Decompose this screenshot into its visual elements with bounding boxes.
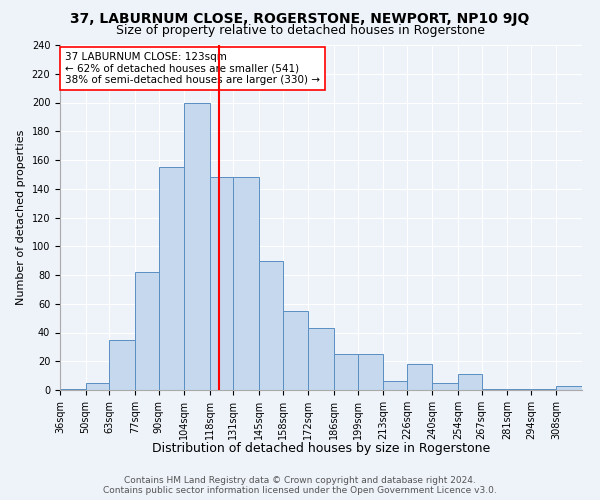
Bar <box>407 364 433 390</box>
Bar <box>158 167 184 390</box>
Bar <box>60 388 86 390</box>
Bar <box>283 311 308 390</box>
Bar <box>308 328 334 390</box>
Text: Contains HM Land Registry data © Crown copyright and database right 2024.
Contai: Contains HM Land Registry data © Crown c… <box>103 476 497 495</box>
Bar <box>233 178 259 390</box>
Bar <box>86 383 109 390</box>
X-axis label: Distribution of detached houses by size in Rogerstone: Distribution of detached houses by size … <box>152 442 490 455</box>
Bar <box>531 388 556 390</box>
Bar <box>109 340 135 390</box>
Bar <box>556 386 582 390</box>
Text: 37 LABURNUM CLOSE: 123sqm
← 62% of detached houses are smaller (541)
38% of semi: 37 LABURNUM CLOSE: 123sqm ← 62% of detac… <box>65 52 320 85</box>
Bar <box>358 354 383 390</box>
Bar <box>433 383 458 390</box>
Bar <box>209 178 233 390</box>
Bar <box>482 388 507 390</box>
Y-axis label: Number of detached properties: Number of detached properties <box>16 130 26 305</box>
Bar <box>458 374 482 390</box>
Bar <box>334 354 358 390</box>
Text: 37, LABURNUM CLOSE, ROGERSTONE, NEWPORT, NP10 9JQ: 37, LABURNUM CLOSE, ROGERSTONE, NEWPORT,… <box>70 12 530 26</box>
Text: Size of property relative to detached houses in Rogerstone: Size of property relative to detached ho… <box>115 24 485 37</box>
Bar <box>135 272 158 390</box>
Bar <box>383 382 407 390</box>
Bar <box>184 102 209 390</box>
Bar <box>507 388 531 390</box>
Bar <box>259 260 283 390</box>
